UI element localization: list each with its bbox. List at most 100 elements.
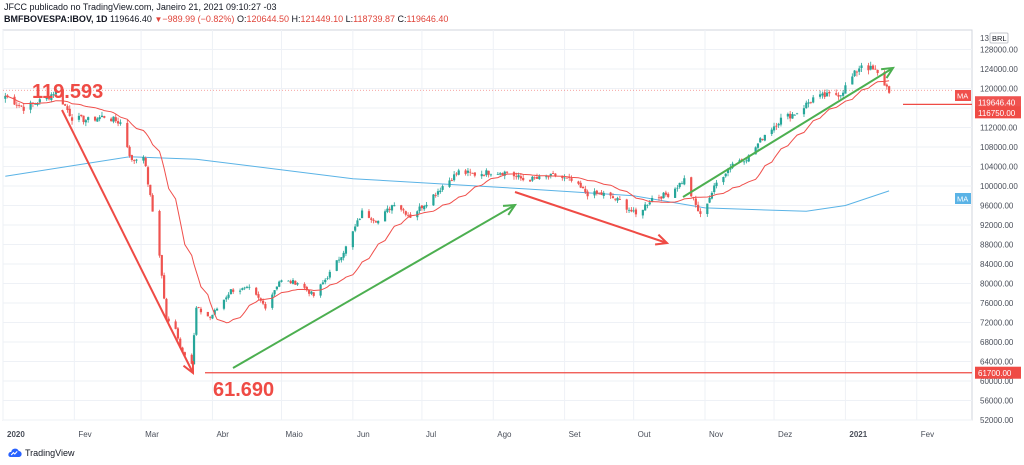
candle-body [337,259,341,261]
candle-body [151,195,154,212]
y-tick-label: 128000.00 [980,46,1018,55]
candle-body [496,173,499,175]
candle-body [538,176,541,180]
open-value: 120644.50 [246,14,290,24]
candle-body [190,354,193,364]
candle-body [110,118,113,122]
candle-body [130,155,133,160]
candle-body [690,177,693,197]
candle-body [697,204,700,212]
candle-body [77,115,81,120]
candle-body [135,159,138,161]
candle-body [453,174,456,181]
candle-body [821,93,824,96]
candle-body [222,299,226,309]
candle-body [867,65,870,71]
x-tick-label: 2020 [7,430,25,439]
candle-body [404,211,407,215]
candle-body [618,199,621,200]
candle-body [213,310,216,315]
candle-body [275,286,278,290]
candle-body [255,287,258,295]
candle-body [464,170,467,174]
candle-body [791,114,794,119]
candle-body [441,186,444,190]
candle-body [837,94,840,97]
candle-body [225,297,228,300]
candle-body [4,95,7,99]
arrow-recovery-head [502,203,517,216]
candle-body [15,104,18,106]
y-tick-label: 80000.00 [980,280,1014,289]
ma-short-line [5,80,890,324]
level-low-tag-bg [975,366,1021,379]
high-label: H: [291,14,301,24]
symbol-name[interactable]: BMFBOVESPA:IBOV, 1D [4,14,108,24]
candle-body [206,311,209,317]
candle-body [839,95,842,97]
candle-body [324,279,327,283]
y-tick-label: 100000.00 [980,182,1018,191]
y-tick-label: 68000.00 [980,338,1014,347]
candle-body [243,287,246,289]
candle-body [114,117,117,122]
candle-body [499,173,502,175]
candle-body [545,176,548,178]
candle-body [383,211,387,222]
candle-body [61,89,64,105]
candle-body [257,294,260,298]
candle-body [144,157,147,167]
candle-body [393,205,396,207]
candle-body [667,193,670,197]
candle-body [561,175,564,179]
candle-body [434,194,437,196]
annotation-low: 61.690 [213,379,274,401]
candle-body [888,86,891,93]
candle-body [466,170,470,173]
candle-body [133,160,136,162]
candle-body [420,205,424,209]
candle-body [860,65,863,68]
high-value: 121449.10 [300,14,344,24]
last-price-tag-bg [975,96,1021,109]
candle-body [264,304,267,309]
candle-body [93,116,97,121]
candle-body [650,198,654,202]
candle-body [812,97,815,103]
candle-body [310,291,313,294]
candle-body [232,289,235,292]
arrow-rally-head [880,66,895,79]
publish-info: JFCC publicado no TradingView.com, Janei… [4,2,277,12]
candle-body [876,69,879,74]
candle-body [627,209,631,211]
candle-body [745,160,748,162]
candle-body [192,335,196,365]
x-tick-label: Abr [216,430,229,439]
candle-body [699,211,702,214]
candle-body [374,221,377,223]
y-tick-label: 60000.00 [980,377,1014,386]
x-tick-label: Mar [145,430,159,439]
candle-body [673,188,677,198]
y-tick-label: 112000.00 [980,124,1018,133]
candle-body [579,182,582,188]
candle-body [763,134,766,141]
candle-body [241,288,244,290]
candle-body [469,171,472,173]
low-value: 118739.87 [353,14,395,24]
candle-body [455,173,458,175]
candle-body [632,210,635,212]
ma-long-badge-label: MA [957,195,968,204]
y-tick-label: 120000.00 [980,85,1018,94]
candle-body [726,168,730,173]
candle-body [531,176,534,181]
candle-body [245,286,249,288]
candle-body [197,307,200,308]
candle-body [547,176,550,178]
arrow-correction-shaft [514,191,668,244]
footer-brand[interactable]: TradingView [6,447,75,458]
candle-body [770,129,773,135]
arrow-rally-shaft [682,67,894,198]
candle-body [885,84,888,87]
